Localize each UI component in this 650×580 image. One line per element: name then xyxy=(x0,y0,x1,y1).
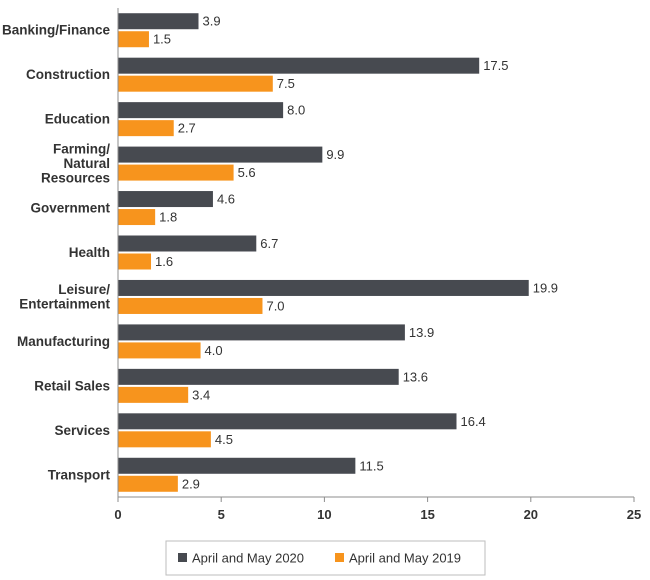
bar-series-1 xyxy=(118,413,457,430)
category-label: Services xyxy=(54,423,110,438)
data-label: 3.4 xyxy=(192,387,210,402)
bar-series-2 xyxy=(118,75,273,92)
bar-series-2 xyxy=(118,475,178,492)
data-label: 2.7 xyxy=(178,121,196,136)
bar-series-2 xyxy=(118,253,152,270)
data-label: 13.9 xyxy=(409,325,434,340)
data-label: 17.5 xyxy=(483,58,508,73)
bar-series-2 xyxy=(118,31,149,48)
data-label: 19.9 xyxy=(533,280,558,295)
bar-series-2 xyxy=(118,164,234,181)
bar-series-1 xyxy=(118,368,399,385)
x-tick-label: 20 xyxy=(524,507,538,522)
data-label: 6.7 xyxy=(260,236,278,251)
data-label: 16.4 xyxy=(460,414,485,429)
data-label: 5.6 xyxy=(238,165,256,180)
bar-series-2 xyxy=(118,209,156,226)
data-label: 1.5 xyxy=(153,32,171,47)
bar-series-2 xyxy=(118,120,174,137)
bar-series-1 xyxy=(118,235,257,252)
category-label: Banking/Finance xyxy=(2,23,111,38)
bar-series-1 xyxy=(118,324,405,341)
bar-series-1 xyxy=(118,191,213,208)
data-label: 11.5 xyxy=(359,458,383,473)
category-label: Government xyxy=(30,201,110,216)
bar-series-2 xyxy=(118,297,263,314)
bar-series-1 xyxy=(118,146,323,163)
x-tick-label: 25 xyxy=(627,507,641,522)
bar-series-1 xyxy=(118,457,356,474)
x-axis: 0 5 10 15 20 25 xyxy=(114,8,641,522)
legend-box xyxy=(165,540,486,576)
labels-layer: 3.9 1.5 Banking/Finance 17.5 7.5 Construction… xyxy=(2,14,558,492)
x-tick-label: 15 xyxy=(420,507,434,522)
category-label: Health xyxy=(69,245,110,260)
data-label: 8.0 xyxy=(287,103,305,118)
data-label: 2.9 xyxy=(182,476,200,491)
bar-series-2 xyxy=(118,386,189,403)
category-label: Construction xyxy=(26,67,110,82)
category-label: Education xyxy=(45,112,110,127)
legend: April and May 2020 April and May 2019 xyxy=(165,540,486,576)
category-label: Retail Sales xyxy=(34,378,110,393)
bar-series-2 xyxy=(118,431,211,448)
legend-label: April and May 2019 xyxy=(349,551,461,566)
data-label: 7.5 xyxy=(277,76,295,91)
bar-series-1 xyxy=(118,13,199,30)
category-label: Transport xyxy=(48,467,111,482)
bar-series-1 xyxy=(118,57,480,74)
data-label: 7.0 xyxy=(266,298,284,313)
legend-swatch xyxy=(335,553,344,562)
bar-series-2 xyxy=(118,342,201,359)
category-label: Leisure/Entertainment xyxy=(19,282,110,312)
data-label: 1.6 xyxy=(155,254,173,269)
bar-series-1 xyxy=(118,279,529,296)
data-label: 4.0 xyxy=(205,343,223,358)
x-tick-label: 5 xyxy=(218,507,225,522)
legend-swatch xyxy=(178,553,187,562)
category-label: Manufacturing xyxy=(17,334,110,349)
x-tick-label: 0 xyxy=(114,507,121,522)
bars-layer xyxy=(118,13,529,492)
data-label: 4.6 xyxy=(217,192,235,207)
bar-series-1 xyxy=(118,102,284,119)
data-label: 3.9 xyxy=(202,14,220,29)
data-label: 13.6 xyxy=(403,369,428,384)
data-label: 4.5 xyxy=(215,432,233,447)
data-label: 9.9 xyxy=(326,147,344,162)
data-label: 1.8 xyxy=(159,210,177,225)
category-label: Farming/Natural Resources xyxy=(41,142,110,186)
x-tick-label: 10 xyxy=(317,507,331,522)
legend-label: April and May 2020 xyxy=(192,551,304,566)
